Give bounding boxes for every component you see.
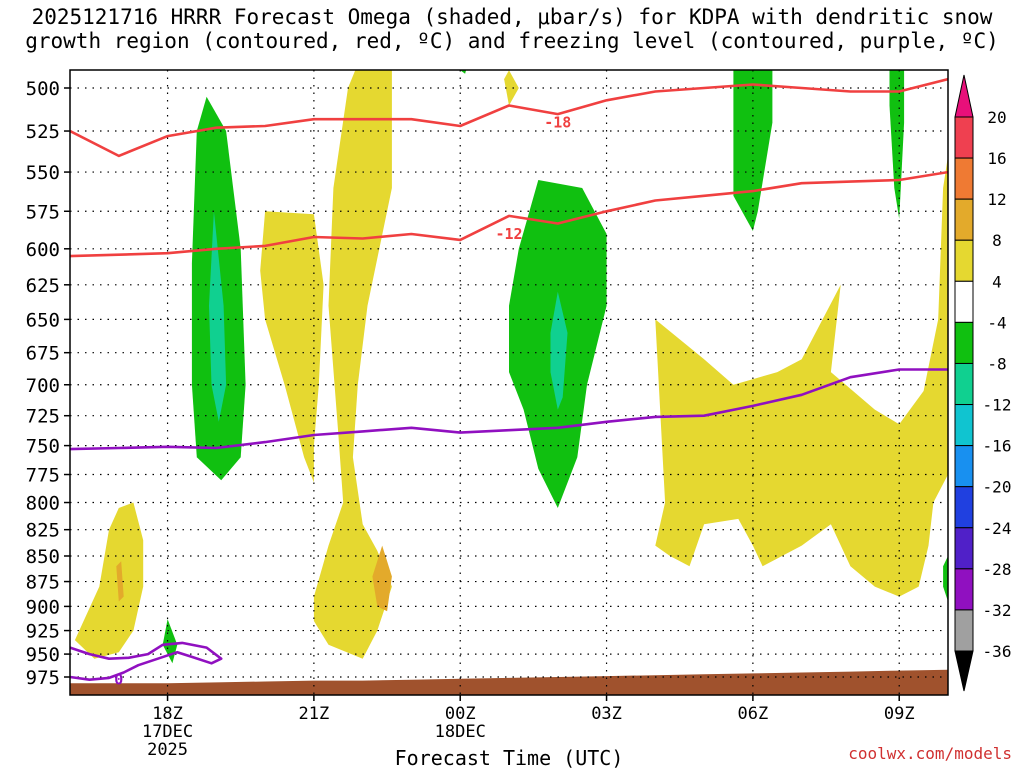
contour-label: -18	[544, 114, 571, 132]
colorbar-swatch	[954, 404, 974, 447]
omega-region-13	[889, 70, 905, 219]
y-tick-label: 650	[26, 309, 60, 331]
colorbar-swatch	[954, 609, 974, 652]
colorbar-label: -4	[987, 313, 1006, 332]
x-tick-label: 09Z	[884, 704, 915, 724]
colorbar-label: -36	[983, 642, 1012, 661]
colorbar-label: -8	[987, 354, 1006, 373]
x-tick-label: 18Z	[152, 704, 183, 724]
colorbar-swatch	[954, 568, 974, 611]
colorbar-top-triangle	[954, 74, 974, 118]
colorbar-label: -12	[983, 396, 1012, 415]
omega-region-9	[460, 70, 467, 74]
contour-label: 0	[114, 671, 123, 689]
omega-region-15	[943, 556, 948, 602]
x-tick-label: 17DEC	[142, 722, 193, 742]
colorbar-swatch	[954, 321, 974, 364]
omega-region-6	[372, 545, 392, 612]
colorbar-label: 20	[987, 108, 1006, 127]
x-tick-label: 18DEC	[435, 722, 486, 742]
colorbar-label: 4	[992, 272, 1002, 291]
x-tick-label: 03Z	[591, 704, 622, 724]
y-tick-label: 725	[26, 406, 60, 428]
y-tick-label: 875	[26, 572, 60, 594]
omega-region-3	[504, 70, 519, 106]
colorbar-label: -24	[983, 519, 1012, 538]
colorbar-swatch	[954, 527, 974, 570]
plot-frame	[69, 69, 949, 696]
y-tick-label: 775	[26, 465, 60, 487]
x-tick-label: 06Z	[738, 704, 769, 724]
colorbar-label: -20	[983, 478, 1012, 497]
y-tick-label: 525	[26, 121, 60, 143]
colorbar-label: -28	[983, 560, 1012, 579]
colorbar-swatch	[954, 445, 974, 488]
y-tick-label: 825	[26, 520, 60, 542]
x-axis-label: Forecast Time (UTC)	[395, 746, 624, 768]
y-tick-label: 575	[26, 201, 60, 223]
colorbar-swatch	[954, 239, 974, 282]
y-tick-label: 975	[26, 667, 60, 689]
x-tick-label: 00Z	[445, 704, 476, 724]
y-tick-label: 700	[26, 375, 60, 397]
y-tick-label: 550	[26, 162, 60, 184]
contour-line-2	[70, 368, 948, 451]
chart-title-line-1: 2025121716 HRRR Forecast Omega (shaded, …	[31, 5, 993, 29]
axes-layer: 500 525 550 575 600 625 650 675 700 725 750 775 800 8…	[26, 69, 949, 760]
colorbar-swatch	[954, 116, 974, 159]
y-tick-label: 625	[26, 275, 60, 297]
x-tick-label: 2025	[147, 740, 188, 760]
colorbar-swatch	[954, 362, 974, 406]
colorbar-label: -16	[983, 437, 1012, 456]
colorbar-label: 12	[987, 190, 1006, 209]
omega-region-4	[655, 155, 948, 597]
y-tick-label: 750	[26, 436, 60, 458]
contour-layer: -18 -12 0	[70, 77, 948, 689]
x-tick-label: 21Z	[299, 704, 330, 724]
y-tick-label: 800	[26, 493, 60, 515]
colorbar-swatch	[954, 486, 974, 529]
colorbar-bottom-triangle	[954, 650, 974, 692]
colorbar-swatch	[954, 198, 974, 241]
terrain-layer	[70, 669, 948, 695]
contour-line-3	[70, 641, 223, 682]
contour-line-0	[70, 77, 948, 158]
y-tick-label: 850	[26, 546, 60, 568]
chart-title-line-2: growth region (contoured, red, ºC) and f…	[25, 29, 999, 53]
colorbar-label: -32	[983, 601, 1012, 620]
y-tick-label: 675	[26, 343, 60, 365]
y-tick-label: 925	[26, 621, 60, 643]
colorbar-label: 16	[987, 149, 1006, 168]
contour-label: -12	[495, 225, 522, 243]
omega-region-0	[74, 502, 144, 659]
terrain-fill	[70, 669, 948, 695]
credit-text: coolwx.com/models	[848, 744, 1012, 763]
colorbar: 20 16 12 8 4 -4 -8 -12 -16 -20 -24 -28 -32 -36	[954, 74, 1012, 692]
y-tick-label: 950	[26, 644, 60, 666]
contour-line-1	[70, 170, 948, 258]
omega-shading-layer	[74, 70, 948, 664]
omega-region-8	[209, 211, 227, 422]
omega-region-5	[116, 561, 124, 602]
omega-region-11	[550, 291, 568, 410]
colorbar-label: 8	[992, 231, 1002, 250]
y-tick-label: 600	[26, 239, 60, 261]
colorbar-swatch	[954, 280, 974, 323]
y-tick-label: 900	[26, 596, 60, 618]
omega-region-2	[260, 211, 324, 483]
y-tick-label: 500	[26, 78, 60, 100]
colorbar-swatch	[954, 157, 974, 200]
omega-region-1	[313, 70, 392, 659]
